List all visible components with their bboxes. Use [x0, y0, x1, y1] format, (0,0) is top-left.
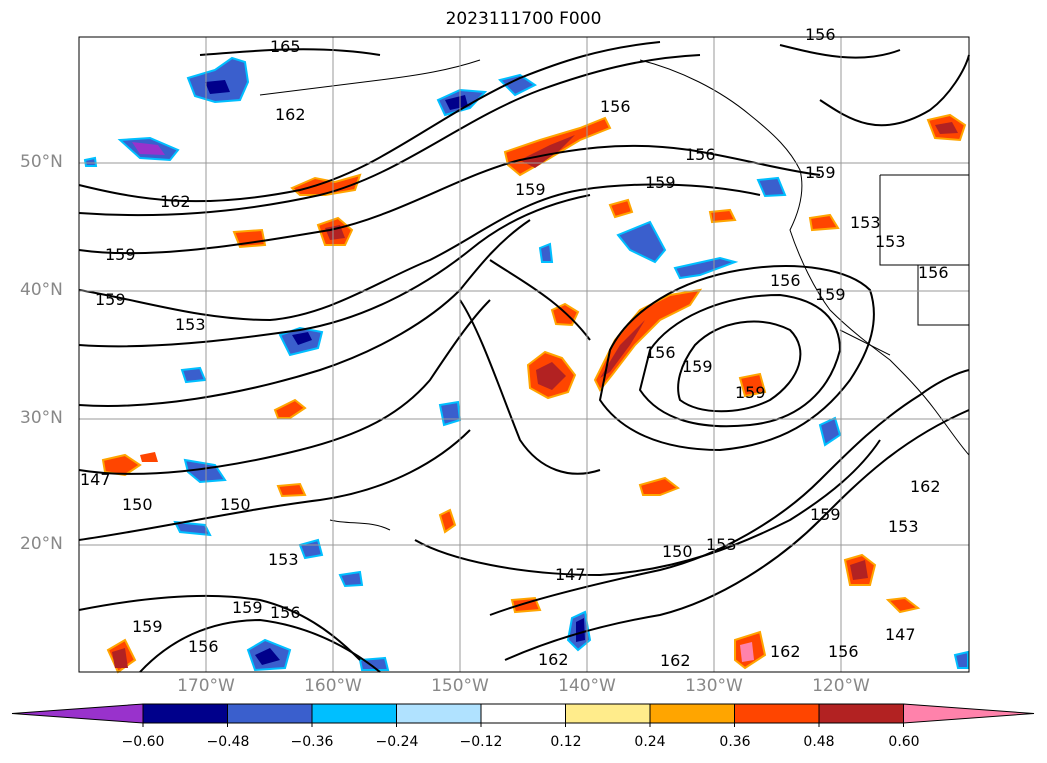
colorbar-tick-label: −0.12	[459, 734, 503, 750]
contour-label: 159	[810, 505, 841, 524]
contour-label: 162	[538, 650, 569, 669]
colorbar	[11, 703, 1035, 727]
colorbar-tick-label: −0.60	[121, 734, 165, 750]
contour-label: 150	[220, 495, 251, 514]
colorbar-tick-label: 0.24	[634, 734, 666, 750]
colorbar-tick-label: 0.12	[550, 734, 582, 750]
colorbar-segment	[227, 703, 313, 724]
colorbar-segment	[818, 703, 904, 724]
contour-label: 147	[885, 625, 916, 644]
lat-label: 40°N	[20, 280, 63, 300]
contour-label: 159	[515, 180, 546, 199]
contour-label: 147	[80, 470, 111, 489]
lon-label: 150°W	[431, 676, 489, 696]
colorbar-segment	[565, 703, 651, 724]
contour-label: 156	[270, 603, 301, 622]
contour-label: 162	[910, 477, 941, 496]
contour-label: 150	[662, 542, 693, 561]
colorbar-tick-label: −0.24	[375, 734, 419, 750]
contour-label: 156	[645, 343, 676, 362]
contour-label: 159	[682, 357, 713, 376]
contour-label-layer: 165 162 162 159 159 153 159 156 156 159 …	[80, 25, 949, 670]
colorbar-segment	[734, 703, 820, 724]
grid-lines	[79, 37, 969, 672]
colorbar-segment	[480, 703, 566, 724]
contour-label: 159	[132, 617, 163, 636]
contour-label: 153	[850, 213, 881, 232]
lon-label: 160°W	[304, 676, 362, 696]
contour-label: 150	[122, 495, 153, 514]
contour-label: 156	[828, 642, 859, 661]
contour-label: 156	[805, 25, 836, 44]
contour-label: 159	[105, 245, 136, 264]
contour-label: 162	[275, 105, 306, 124]
contour-label: 165	[270, 37, 301, 56]
contour-label: 153	[875, 232, 906, 251]
contour-label: 162	[770, 642, 801, 661]
contour-label: 156	[770, 271, 801, 290]
colorbar-segment	[396, 703, 482, 724]
lon-label: 130°W	[685, 676, 743, 696]
coastlines	[259, 59, 970, 531]
contour-label: 156	[600, 97, 631, 116]
contour-label: 159	[815, 285, 846, 304]
map-title: 2023111700 F000	[445, 9, 602, 29]
contour-label: 153	[175, 315, 206, 334]
colorbar-tick-label: −0.48	[206, 734, 250, 750]
lat-label: 30°N	[20, 408, 63, 428]
lat-label: 20°N	[20, 534, 63, 554]
contour-label: 156	[918, 263, 949, 282]
contour-label: 147	[555, 565, 586, 584]
lon-label: 140°W	[558, 676, 616, 696]
contour-label: 159	[645, 173, 676, 192]
plot-area	[79, 37, 969, 672]
colorbar-segment	[649, 703, 735, 724]
lon-label: 120°W	[812, 676, 870, 696]
colorbar-segment	[142, 703, 228, 724]
colorbar-tick-label: 0.60	[888, 734, 920, 750]
colorbar-extend-low	[11, 703, 144, 724]
contour-label: 159	[805, 163, 836, 182]
contour-label: 156	[188, 637, 219, 656]
contour-label: 159	[735, 383, 766, 402]
colorbar-tick-label: 0.48	[803, 734, 835, 750]
contour-label: 156	[685, 145, 716, 164]
contour-label: 159	[232, 598, 263, 617]
colorbar-segment	[311, 703, 397, 724]
contour-label: 153	[706, 535, 737, 554]
height-contours	[78, 41, 970, 673]
contour-label: 159	[95, 290, 126, 309]
colorbar-tick-label: −0.36	[290, 734, 334, 750]
contour-label: 162	[160, 192, 191, 211]
contour-label: 153	[268, 550, 299, 569]
contour-label: 162	[660, 651, 691, 670]
colorbar-tick-label: 0.36	[719, 734, 751, 750]
contour-label: 153	[888, 517, 919, 536]
lon-label: 170°W	[177, 676, 235, 696]
colorbar-extend-high	[903, 703, 1035, 724]
lat-label: 50°N	[20, 152, 63, 172]
plot-frame	[78, 36, 970, 673]
